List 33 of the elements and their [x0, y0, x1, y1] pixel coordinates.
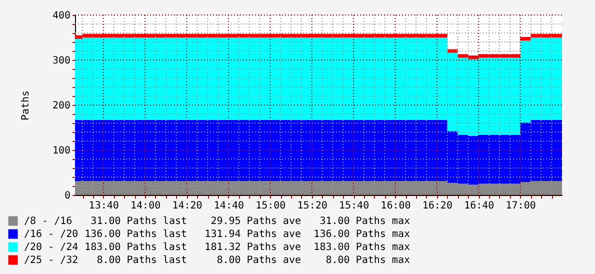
text: 29.95 Paths ave [210, 216, 301, 227]
y-axis-title: Paths [20, 90, 32, 121]
x-tick-label: 16:40 [464, 200, 494, 212]
y-tick-label: 400 [52, 10, 70, 22]
text: 181.32 Paths ave [204, 242, 301, 253]
legend-label: /20 - /24 [24, 242, 78, 253]
legend-label: /8 - /16 [24, 216, 72, 227]
y-tick-label: 0 [64, 190, 70, 202]
y-tick-label: 100 [52, 146, 70, 156]
x-tick-label: 17:00 [506, 200, 536, 212]
text: 131.94 Paths ave [204, 229, 301, 240]
text: 183.00 Paths last [84, 242, 187, 253]
text: 31.00 Paths last [90, 216, 187, 227]
x-tick-label: 13:40 [88, 200, 119, 212]
legend-label: /16 - /20 [24, 229, 78, 240]
y-tick-label: 200 [52, 100, 70, 112]
x-tick-label: 14:40 [214, 200, 244, 212]
x-tick-label: 15:00 [256, 200, 286, 212]
text: 183.00 Paths max [314, 242, 410, 253]
x-tick-label: 15:40 [338, 200, 370, 212]
y-tick-label: 300 [52, 56, 70, 66]
text: 8.00 Paths last [96, 255, 187, 266]
text: 136.00 Paths last [84, 229, 187, 240]
text: 31.00 Paths max [320, 216, 410, 227]
legend-label: /25 - /32 [24, 255, 78, 266]
text: 136.00 Paths max [314, 229, 410, 240]
x-tick-label: 15:20 [297, 200, 328, 212]
x-tick-label: 16:00 [380, 200, 411, 212]
x-tick-label: 14:00 [130, 200, 161, 212]
text: 8.00 Paths ave [216, 255, 301, 266]
text: 8.00 Paths max [326, 255, 410, 266]
x-tick-label: 14:20 [172, 200, 202, 212]
x-tick-label: 16:20 [422, 200, 452, 212]
